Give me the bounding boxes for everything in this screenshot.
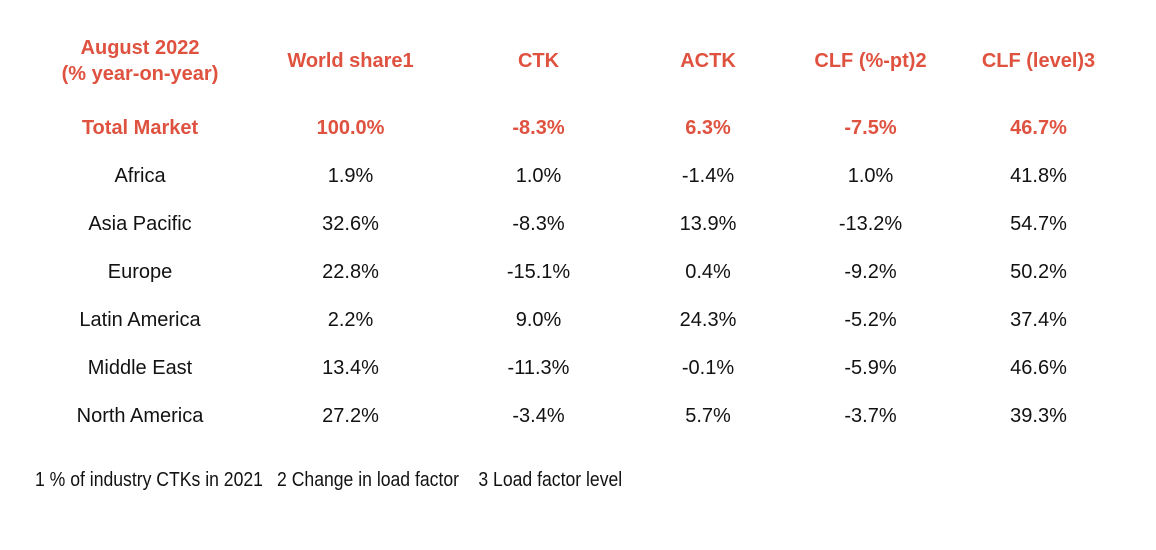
row-label: Europe [107, 260, 173, 283]
cell-value: 46.6% [1010, 356, 1067, 379]
cell-value: -0.1% [681, 356, 735, 379]
cell-value: 100.0% [316, 116, 385, 139]
cell-value: -8.3% [512, 116, 565, 139]
table-row-middle-east: Middle East 13.4% -11.3% -0.1% -5.9% 46.… [30, 344, 1126, 392]
table-row-africa: Africa 1.9% 1.0% -1.4% 1.0% 41.8% [30, 152, 1126, 200]
period-title-line1: August 2022 [80, 37, 200, 59]
footnote-world-share: 1 % of industry CTKs in 2021 [35, 469, 263, 491]
cell-value: -13.2% [838, 212, 903, 235]
table-row-total-market: Total Market 100.0% -8.3% 6.3% -7.5% 46.… [30, 104, 1126, 152]
cell-value: 0.4% [685, 260, 731, 283]
cell-value: -15.1% [506, 260, 571, 283]
cell-value: 46.7% [1010, 116, 1067, 139]
cell-value: 6.3% [685, 116, 731, 139]
cell-value: 37.4% [1010, 308, 1067, 331]
table-row-asia-pacific: Asia Pacific 32.6% -8.3% 13.9% -13.2% 54… [30, 200, 1126, 248]
row-label: Latin America [79, 308, 201, 331]
column-header-period: August 2022 (% year-on-year) [30, 18, 250, 104]
row-label: Middle East [87, 356, 193, 379]
table-row-europe: Europe 22.8% -15.1% 0.4% -9.2% 50.2% [30, 248, 1126, 296]
period-title-line2: (% year-on-year) [61, 63, 219, 85]
cell-value: 1.0% [847, 164, 894, 187]
air-cargo-market-table: August 2022 (% year-on-year) World share… [30, 18, 1126, 440]
footnote-clf-level: 3 Load factor level [478, 469, 623, 491]
table-row-north-america: North America 27.2% -3.4% 5.7% -3.7% 39.… [30, 392, 1126, 440]
column-header-ctk: CTK [517, 50, 560, 72]
footnote-clf-pt: 2 Change in load factor [277, 469, 460, 491]
cell-value: -5.2% [844, 308, 897, 331]
cell-value: 5.7% [685, 404, 731, 427]
row-label: Total Market [81, 116, 199, 139]
row-label: Africa [114, 164, 166, 187]
table-header-row: August 2022 (% year-on-year) World share… [30, 18, 1126, 104]
cell-value: -5.9% [844, 356, 897, 379]
cell-value: 13.4% [322, 356, 379, 379]
cell-value: 1.9% [327, 164, 374, 187]
column-header-clf-pt: CLF (%-pt)2 [814, 50, 927, 72]
cell-value: 32.6% [322, 212, 379, 235]
row-label: Asia Pacific [88, 212, 192, 235]
cell-value: -3.4% [512, 404, 565, 427]
column-header-world-share: World share1 [287, 50, 414, 72]
column-header-actk: ACTK [680, 50, 736, 72]
table-row-latin-america: Latin America 2.2% 9.0% 24.3% -5.2% 37.4… [30, 296, 1126, 344]
cell-value: 24.3% [679, 308, 737, 331]
cell-value: -9.2% [844, 260, 897, 283]
row-label: North America [76, 404, 204, 427]
cell-value: 50.2% [1010, 260, 1067, 283]
footnotes-line: 1 % of industry CTKs in 2021 2 Change in … [35, 466, 622, 494]
cell-value: -7.5% [844, 116, 897, 139]
cell-value: 13.9% [679, 212, 737, 235]
cell-value: 27.2% [322, 404, 379, 427]
cell-value: 54.7% [1010, 212, 1067, 235]
cell-value: 41.8% [1010, 164, 1067, 187]
cell-value: -8.3% [512, 212, 565, 235]
cell-value: -1.4% [681, 164, 735, 187]
cell-value: 1.0% [515, 164, 562, 187]
cell-value: -3.7% [844, 404, 897, 427]
cell-value: 22.8% [322, 260, 379, 283]
cell-value: 2.2% [327, 308, 374, 331]
cell-value: -11.3% [507, 356, 570, 379]
cell-value: 39.3% [1010, 404, 1067, 427]
column-header-clf-level: CLF (level)3 [981, 50, 1096, 72]
cell-value: 9.0% [515, 308, 562, 331]
